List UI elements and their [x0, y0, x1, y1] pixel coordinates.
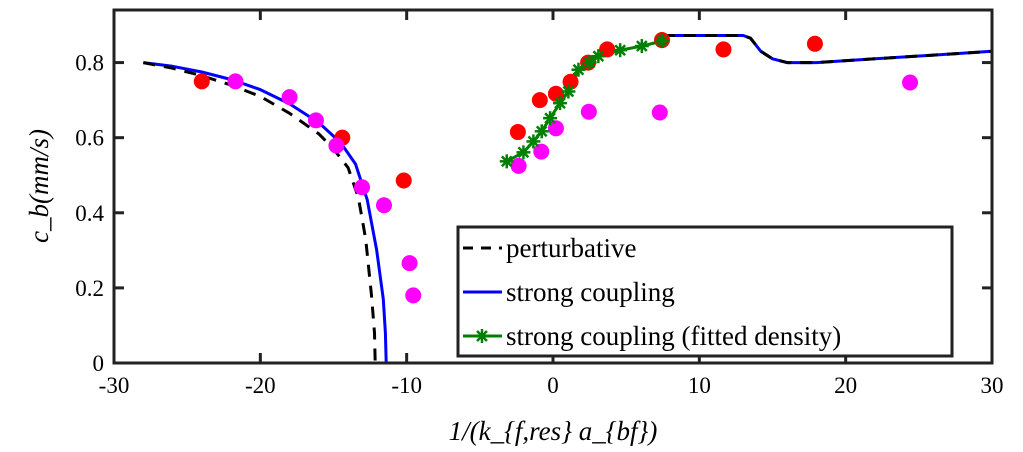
- star-stroke: [476, 330, 488, 342]
- red-data-point: [562, 73, 579, 90]
- star-stroke: [562, 85, 575, 98]
- x-tick-label: 10: [688, 373, 711, 398]
- fitted-density-star-point: [526, 134, 541, 149]
- star-stroke: [500, 155, 513, 168]
- magenta-data-point: [651, 104, 668, 121]
- y-tick-label: 0.6: [75, 126, 104, 151]
- fitted-density-star-point: [634, 39, 649, 54]
- series-perturbative-branch-1: [143, 61, 377, 364]
- star-stroke: [592, 50, 605, 63]
- magenta-data-point: [375, 197, 392, 214]
- magenta-data-point: [405, 287, 422, 304]
- fitted-density-star-point: [582, 55, 597, 70]
- legend-star: [475, 329, 489, 343]
- star-stroke: [614, 44, 627, 57]
- fitted-density-star-point: [613, 43, 628, 58]
- star-stroke: [517, 146, 530, 159]
- x-tick-label: 30: [981, 373, 1004, 398]
- star-stroke: [554, 97, 566, 109]
- magenta-data-point: [328, 137, 345, 154]
- y-tick-label: 0: [93, 351, 105, 376]
- x-tick-label: 0: [547, 373, 559, 398]
- series-strong-coupling-branch-2: [662, 34, 993, 65]
- red-data-point: [395, 172, 412, 189]
- y-tick-label: 0.2: [75, 276, 104, 301]
- magenta-data-point: [902, 74, 919, 91]
- red-data-point: [509, 124, 526, 141]
- series-strong-coupling-branch-1: [143, 61, 388, 364]
- fitted-density-star-point: [516, 145, 531, 160]
- magenta-data-point: [227, 73, 244, 90]
- legend: perturbative strong coupling strong coup…: [456, 225, 954, 358]
- x-axis-label: 1/(k_{f,res} a_{bf}): [449, 416, 658, 446]
- red-data-point: [715, 41, 732, 58]
- star-stroke: [655, 35, 668, 48]
- fitted-density-star-point: [543, 111, 558, 126]
- magenta-data-point: [401, 255, 418, 272]
- magenta-data-point: [533, 143, 550, 160]
- magenta-data-point: [281, 89, 298, 106]
- star-stroke: [527, 135, 540, 148]
- x-tick-label: -30: [99, 373, 130, 398]
- red-data-point: [599, 41, 616, 58]
- fitted-density-star-point: [571, 62, 586, 77]
- plot-marks: [143, 32, 993, 364]
- y-axis-label: c_b(mm/s): [24, 129, 54, 243]
- legend-star-marker: [475, 329, 489, 343]
- fitted-density-star-point: [553, 96, 568, 111]
- x-tick-label: 20: [834, 373, 857, 398]
- y-tick-label: 0.8: [75, 51, 104, 76]
- red-data-point: [193, 73, 210, 90]
- magenta-data-point: [547, 120, 564, 137]
- y-tick-label: 0.4: [75, 201, 104, 226]
- legend-label-strong-coupling: strong coupling: [506, 277, 675, 307]
- series-perturbative-branch-2: [662, 34, 993, 65]
- star-stroke: [635, 40, 648, 52]
- fitted-density-star-point: [499, 154, 514, 169]
- star-stroke: [535, 125, 548, 138]
- star-stroke: [583, 56, 596, 69]
- legend-label-perturbative: perturbative: [506, 233, 636, 263]
- red-data-point: [531, 92, 548, 109]
- fitted-density-star-point: [654, 34, 669, 49]
- legend-label-fitted-density: strong coupling (fitted density): [506, 321, 841, 351]
- magenta-data-point: [354, 179, 371, 196]
- magenta-data-point: [510, 157, 527, 174]
- magenta-data-point: [307, 112, 324, 129]
- fitted-density-star-point: [534, 124, 549, 139]
- fitted-density-star-point: [591, 49, 606, 64]
- legend-box: [456, 225, 954, 358]
- x-tick-label: -20: [245, 373, 276, 398]
- red-data-point: [806, 35, 823, 52]
- star-stroke: [544, 112, 556, 124]
- star-stroke: [572, 63, 585, 76]
- fitted-density-star-point: [561, 84, 576, 99]
- magenta-data-point: [580, 103, 597, 120]
- x-tick-label: -10: [391, 373, 422, 398]
